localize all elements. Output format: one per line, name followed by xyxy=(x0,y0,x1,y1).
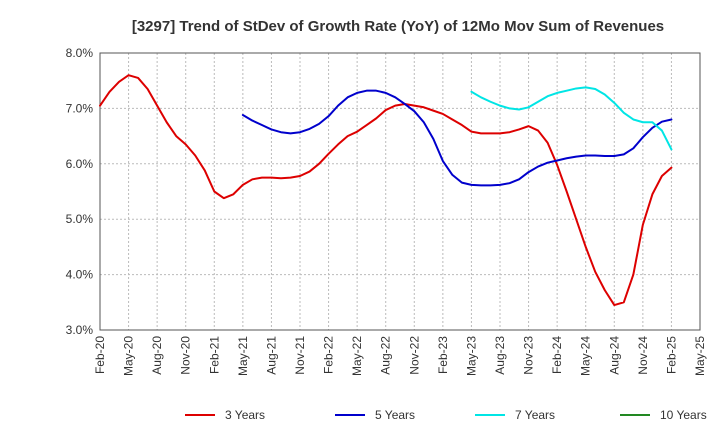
legend-label-7-years: 7 Years xyxy=(515,408,555,422)
x-tick-label: Aug-24 xyxy=(607,336,621,375)
legend: 3 Years 5 Years 7 Years 10 Years xyxy=(185,408,707,422)
x-tick-label: Nov-21 xyxy=(293,336,307,375)
y-tick-label: 5.0% xyxy=(66,212,94,226)
y-tick-label: 8.0% xyxy=(66,46,94,60)
chart-title: [3297] Trend of StDev of Growth Rate (Yo… xyxy=(132,18,664,35)
series-line-3-years xyxy=(99,74,673,307)
x-tick-label: Nov-23 xyxy=(522,336,536,375)
legend-label-5-years: 5 Years xyxy=(375,408,415,422)
x-tick-label: Aug-22 xyxy=(379,336,393,375)
x-tick-label: Aug-20 xyxy=(150,336,164,375)
x-tick-label: May-24 xyxy=(579,336,593,376)
series-lines xyxy=(99,74,673,307)
x-tick-label: Feb-20 xyxy=(93,336,107,374)
y-tick-label: 4.0% xyxy=(66,268,94,282)
x-tick-label: Feb-25 xyxy=(664,336,678,374)
x-tick-label: May-25 xyxy=(693,336,707,376)
x-tick-label: Feb-22 xyxy=(322,336,336,374)
x-tick-label: May-22 xyxy=(350,336,364,376)
x-tick-label: Nov-24 xyxy=(636,336,650,375)
x-axis-tick-labels: Feb-20 May-20 Aug-20 Nov-20 Feb-21 May-21 Aug-… xyxy=(93,336,707,376)
x-tick-label: May-21 xyxy=(236,336,250,376)
y-tick-label: 6.0% xyxy=(66,157,94,171)
x-tick-label: Aug-23 xyxy=(493,336,507,375)
grid-lines xyxy=(100,52,700,331)
legend-label-3-years: 3 Years xyxy=(225,408,265,422)
series-line-7-years xyxy=(470,86,673,151)
y-axis-tick-labels: 8.0% 7.0% 6.0% 5.0% 4.0% 3.0% xyxy=(66,46,94,337)
x-tick-label: Aug-21 xyxy=(264,336,278,375)
legend-label-10-years: 10 Years xyxy=(660,408,707,422)
x-tick-label: Nov-22 xyxy=(407,336,421,375)
plot-area-border xyxy=(99,52,701,331)
x-tick-label: Feb-24 xyxy=(550,336,564,374)
x-tick-label: May-20 xyxy=(122,336,136,376)
x-tick-label: May-23 xyxy=(464,336,478,376)
x-tick-label: Nov-20 xyxy=(179,336,193,375)
series-line-5-years xyxy=(241,89,673,187)
y-tick-label: 7.0% xyxy=(66,101,94,115)
y-tick-label: 3.0% xyxy=(66,323,94,337)
x-tick-label: Feb-23 xyxy=(436,336,450,374)
x-tick-label: Feb-21 xyxy=(207,336,221,374)
